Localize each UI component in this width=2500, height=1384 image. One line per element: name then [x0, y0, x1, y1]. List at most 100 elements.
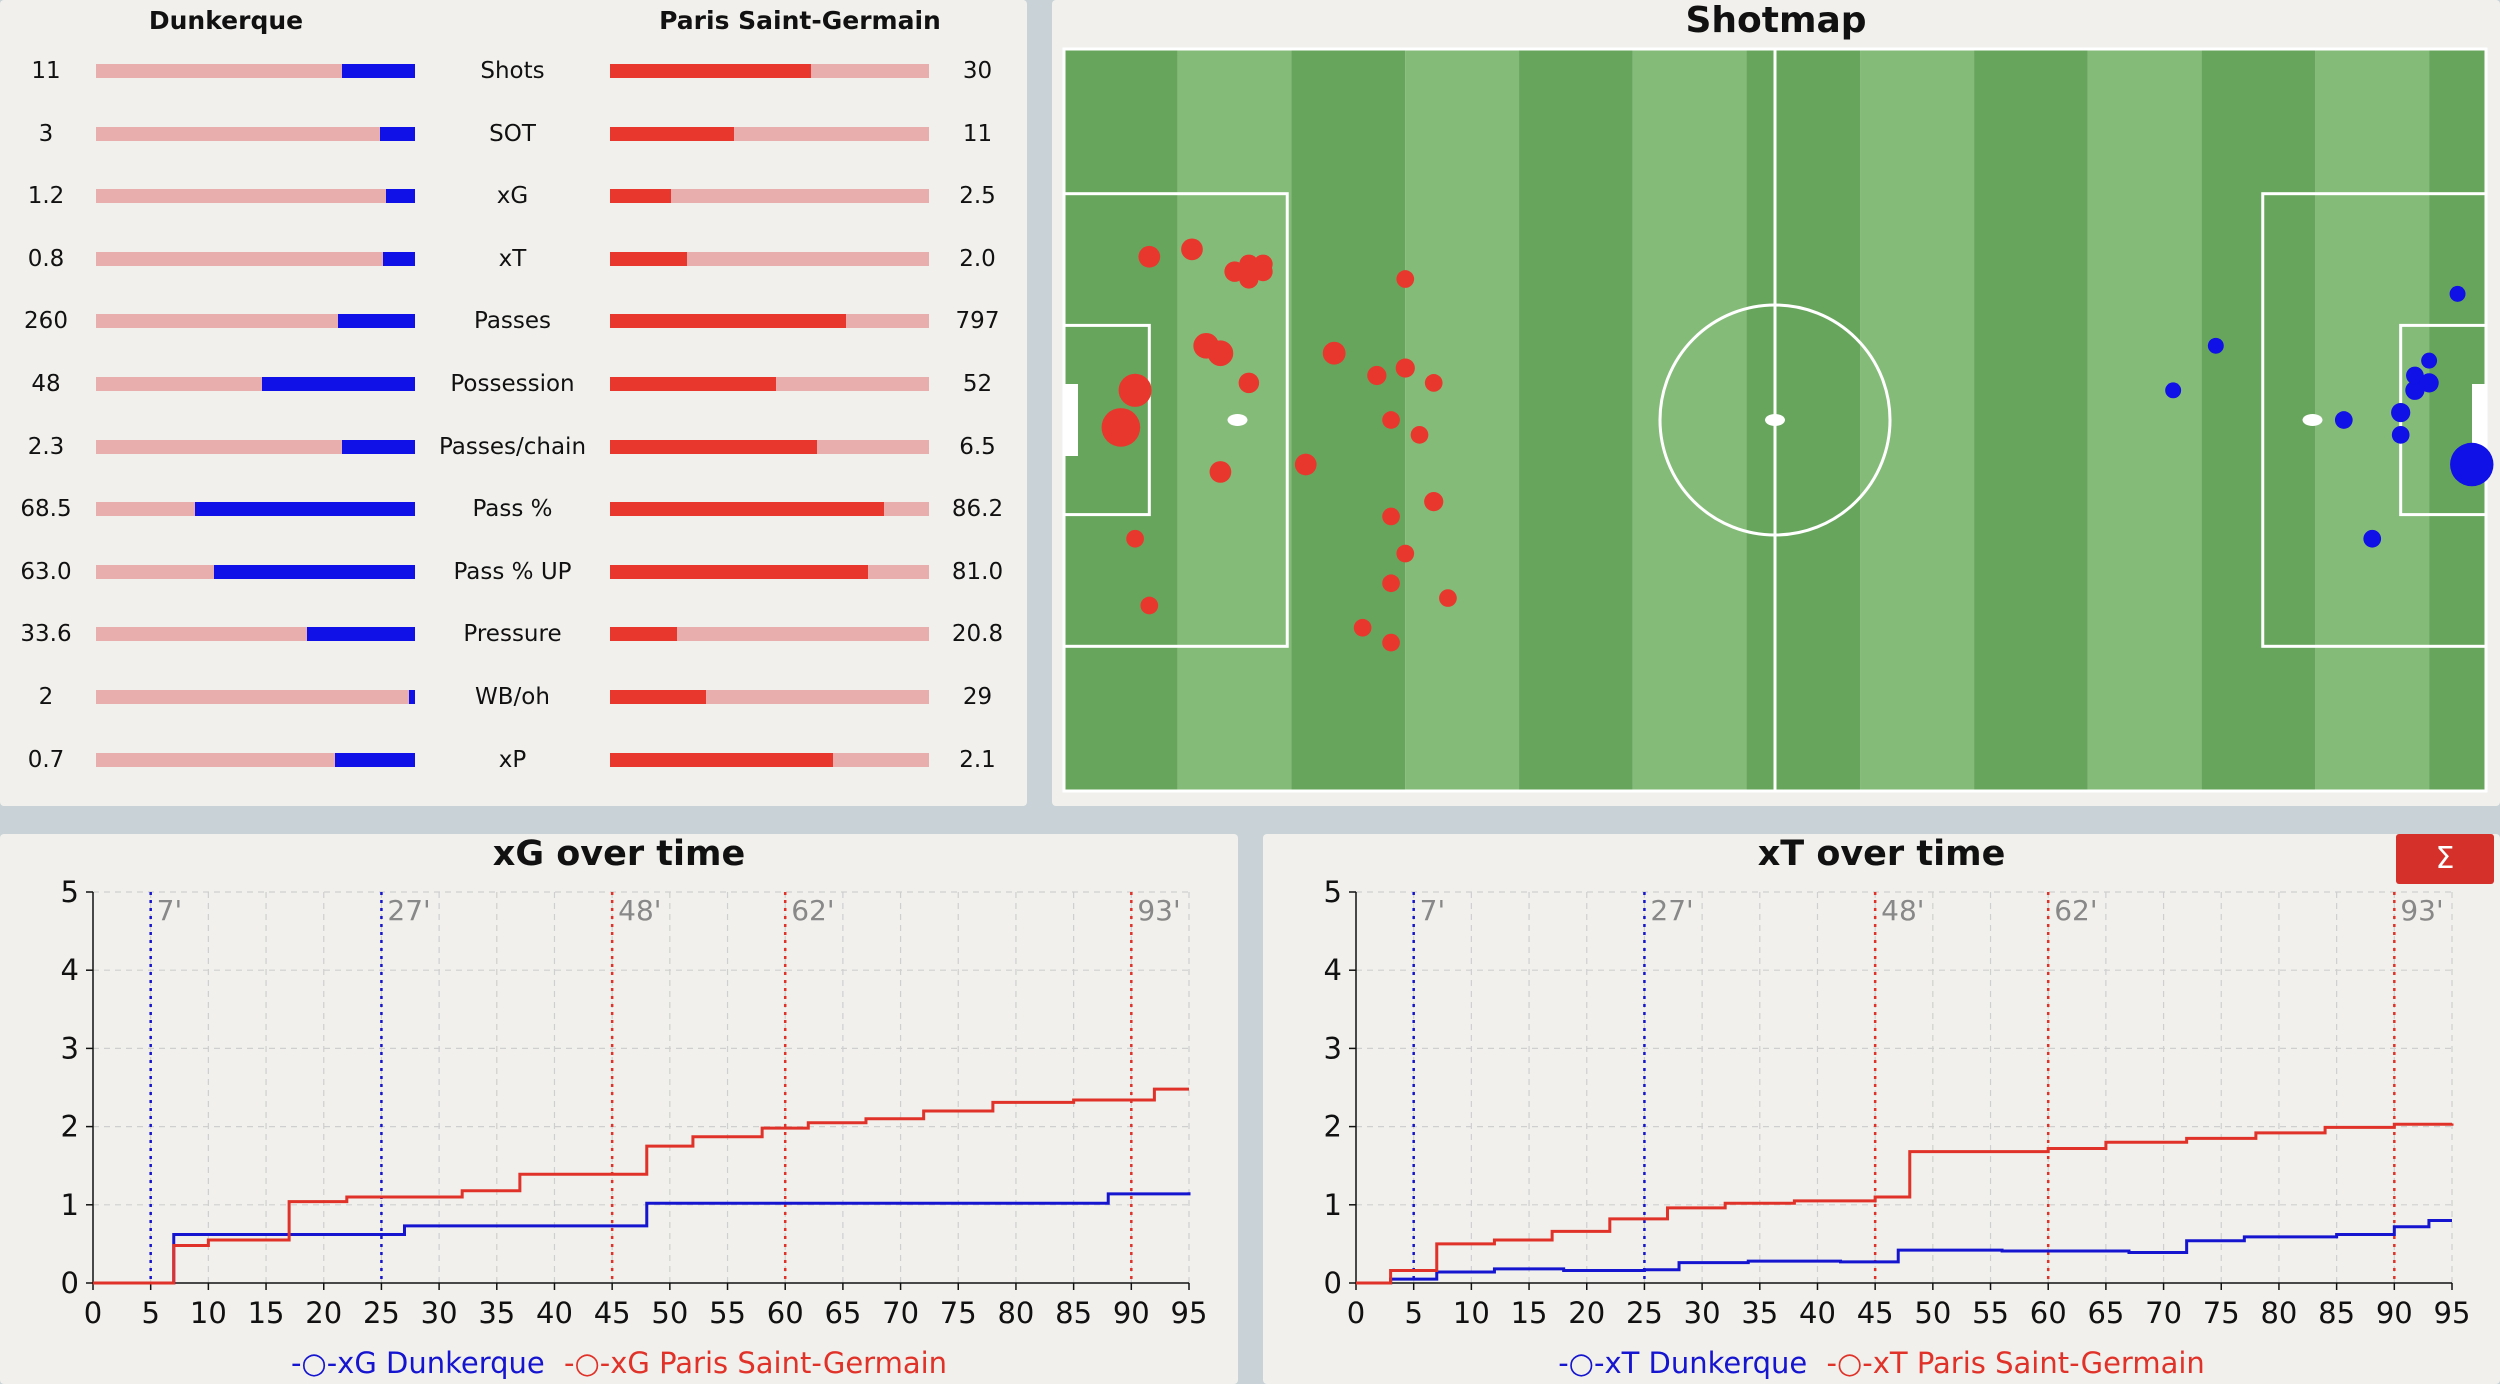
x-tick-label: 70	[2145, 1296, 2182, 1330]
legend-label-away: xT Paris Saint-Germain	[1872, 1346, 2205, 1380]
stat-label: SOT	[489, 120, 536, 147]
home-shot-marker	[2405, 380, 2425, 400]
legend-label-away: xG Paris Saint-Germain	[610, 1346, 948, 1380]
x-tick-label: 0	[84, 1296, 102, 1330]
home-stat-value: 0.8	[27, 245, 65, 272]
sigma-button[interactable]: Σ	[2396, 834, 2494, 884]
xg-chart-panel: xG over time 0 5 10 15 20 25 30 35 40 45 50 55 60 65 7…	[0, 834, 1238, 1384]
away-shot-marker	[1382, 411, 1400, 429]
away-stat-value: 11	[962, 120, 993, 147]
away-team-name: Paris Saint-Germain	[659, 6, 941, 35]
y-tick-label: 1	[1324, 1188, 1342, 1222]
pitch-stripe	[2087, 49, 2202, 791]
away-stat-fill	[610, 690, 706, 704]
goal-marker-label: 48'	[618, 894, 661, 927]
away-stat-value: 29	[962, 684, 993, 710]
stat-row: 3 SOT 11	[0, 114, 1027, 154]
away-stat-value: 52	[962, 371, 993, 397]
home-shot-marker	[2363, 529, 2382, 548]
home-shot-marker	[2449, 285, 2466, 302]
xg-legend: -○-xG Dunkerque -○-xG Paris Saint-Germai…	[0, 1346, 1238, 1380]
xt-chart-panel: xT over time Σ 0 5 10 15 20 25 30 35 40 45 50 55 60 6…	[1263, 834, 2500, 1384]
home-team-name: Dunkerque	[148, 6, 304, 35]
away-shot-marker	[1382, 633, 1400, 652]
x-tick-label: 60	[767, 1296, 804, 1330]
stat-row: 0.7 xP 2.1	[0, 740, 1027, 780]
shotmap-title: Shotmap	[1685, 0, 1867, 41]
x-tick-label: 80	[2260, 1296, 2297, 1330]
home-stat-value: 33.6	[20, 621, 72, 648]
y-tick-label: 2	[1324, 1110, 1342, 1144]
xt-legend: -○-xT Dunkerque -○-xT Paris Saint-Germai…	[1263, 1346, 2500, 1380]
away-shot-marker	[1140, 596, 1159, 615]
stat-row: 63.0 Pass % UP 81.0	[0, 552, 1027, 592]
away-stat-fill	[610, 377, 776, 391]
x-tick-label: 25	[1626, 1296, 1663, 1330]
x-tick-label: 40	[536, 1296, 573, 1330]
home-stat-fill	[306, 627, 415, 642]
stat-row: 2.3 Passes/chain 6.5	[0, 427, 1027, 467]
away-shot-marker	[1118, 373, 1152, 407]
home-stat-fill	[408, 690, 415, 704]
xt-chart-title: xT over time	[1757, 834, 2006, 874]
home-stat-bar	[96, 439, 415, 454]
away-stat-bar	[610, 564, 929, 579]
away-shot-marker	[1396, 544, 1415, 563]
stat-label: xG	[496, 183, 529, 210]
pitch-stripe	[1632, 49, 1747, 791]
away-stat-bar	[610, 251, 929, 266]
stat-label: Passes	[473, 308, 552, 335]
away-shot-marker	[1424, 374, 1443, 392]
home-shot-marker	[2391, 402, 2411, 423]
away-shot-marker	[1209, 461, 1232, 483]
away-stat-fill	[610, 64, 811, 78]
x-tick-label: 60	[2030, 1296, 2067, 1330]
away-stat-fill	[610, 752, 834, 767]
away-stat-fill	[610, 439, 818, 454]
away-stat-bar	[610, 64, 929, 78]
home-stat-fill	[379, 126, 415, 141]
away-stat-fill	[610, 251, 687, 266]
stat-row: 2 WB/oh 29	[0, 677, 1027, 717]
pitch-stripe	[1860, 49, 1975, 791]
x-tick-label: 5	[1404, 1296, 1422, 1330]
goal-marker-label: 7'	[157, 894, 183, 927]
away-shot-marker	[1410, 425, 1429, 444]
goal-marker-label: 62'	[2054, 894, 2097, 927]
stat-row: 48 Possession 52	[0, 364, 1027, 404]
x-tick-label: 30	[421, 1296, 458, 1330]
stat-row: 1.2 xG 2.5	[0, 176, 1027, 216]
away-shot-marker	[1382, 574, 1400, 593]
x-tick-label: 10	[190, 1296, 227, 1330]
legend-label-home: xG Dunkerque	[337, 1346, 545, 1380]
away-stat-value: 30	[962, 58, 993, 84]
away-stat-value: 2.5	[959, 183, 996, 210]
x-tick-label: 55	[709, 1296, 746, 1330]
home-shot-marker	[2334, 411, 2353, 429]
pitch-stripe	[1746, 49, 1861, 791]
home-stat-fill	[214, 564, 415, 579]
stat-label: Shots	[480, 58, 545, 84]
home-stat-fill	[335, 752, 415, 767]
x-tick-label: 5	[141, 1296, 159, 1330]
y-tick-label: 5	[1324, 875, 1342, 909]
x-tick-label: 35	[1741, 1296, 1778, 1330]
x-tick-label: 20	[1568, 1296, 1605, 1330]
home-stat-fill	[194, 502, 415, 517]
x-tick-label: 95	[1171, 1296, 1208, 1330]
goal-marker-label: 27'	[1650, 894, 1693, 927]
home-shot-marker	[2419, 373, 2439, 393]
away-stat-bar	[610, 752, 929, 767]
home-stat-bar	[96, 314, 415, 329]
home-stat-bar	[96, 126, 415, 141]
goal-marker-label: 62'	[791, 894, 834, 927]
x-tick-label: 75	[940, 1296, 977, 1330]
home-stat-bar	[96, 627, 415, 642]
away-stat-bar	[610, 126, 929, 141]
away-shot-marker	[1138, 245, 1161, 268]
home-stat-bar	[96, 189, 415, 204]
away-shot-marker	[1439, 589, 1457, 607]
legend-label-home: xT Dunkerque	[1604, 1346, 1808, 1380]
home-shot-marker	[2207, 337, 2224, 354]
pitch-stripe	[1519, 49, 1633, 791]
